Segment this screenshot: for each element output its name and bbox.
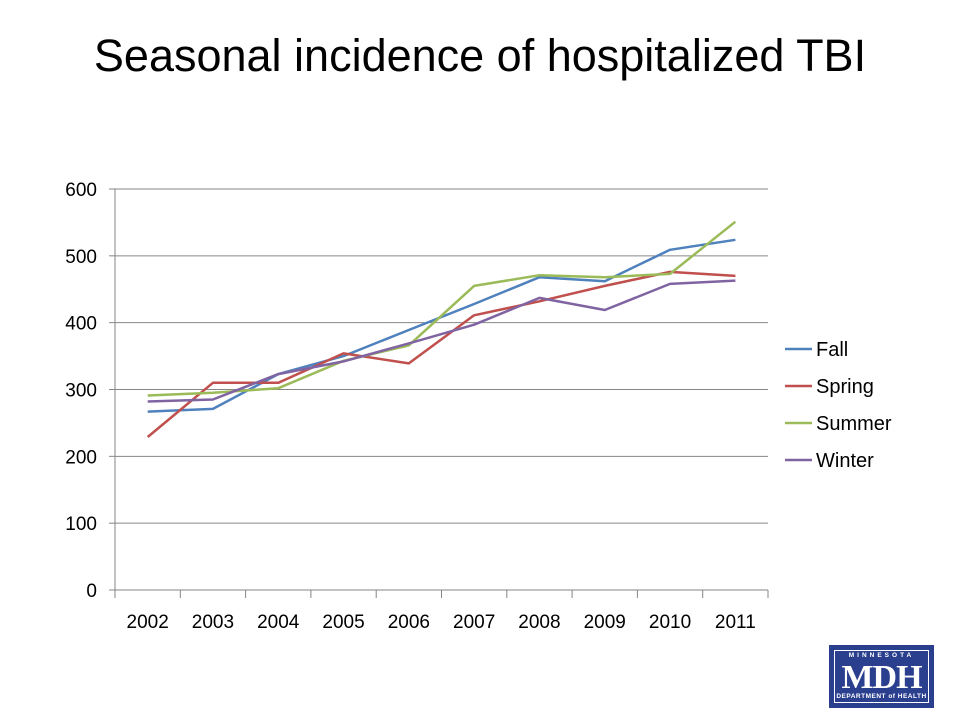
y-tick-label: 500 xyxy=(65,247,97,268)
x-tick-label: 2007 xyxy=(453,612,495,633)
y-axis-tick-labels: 0 100 200 300 400 500 600 xyxy=(65,180,97,602)
legend-label-winter: Winter xyxy=(816,450,874,472)
series-line-winter xyxy=(147,279,736,403)
x-tick-label: 2005 xyxy=(322,612,364,633)
x-tick-label: 2008 xyxy=(518,612,560,633)
x-tick-label: 2011 xyxy=(715,612,756,633)
y-tick-label: 0 xyxy=(86,581,97,602)
legend-label-fall: Fall xyxy=(816,339,848,361)
slide-title: Seasonal incidence of hospitalized TBI xyxy=(93,30,867,81)
x-tick-label: 2002 xyxy=(127,612,169,633)
mdh-logo: MINNESOTA MDH DEPARTMENT of HEALTH xyxy=(829,645,934,708)
y-tick-label: 600 xyxy=(65,180,97,201)
y-tick-label: 200 xyxy=(65,447,97,468)
series-line-spring xyxy=(146,270,736,438)
x-tick-label: 2003 xyxy=(192,612,234,633)
logo-frame: MINNESOTA MDH DEPARTMENT of HEALTH xyxy=(834,650,929,703)
logo-bottom-text: DEPARTMENT of HEALTH xyxy=(836,693,927,700)
legend: Fall Spring Summer Winter xyxy=(785,339,892,472)
y-tick-label: 300 xyxy=(65,381,97,402)
x-axis-tick-labels: 2002 2003 2004 2005 2006 2007 2008 2009 2010 2011 xyxy=(127,612,756,633)
x-tick-label: 2004 xyxy=(257,612,300,633)
series-line-summer xyxy=(147,220,737,397)
series-line-fall xyxy=(147,238,736,413)
axes xyxy=(109,188,769,598)
legend-label-summer: Summer xyxy=(816,413,892,435)
logo-top-text: MINNESOTA xyxy=(848,652,915,659)
series-lines xyxy=(146,220,737,438)
x-tick-label: 2009 xyxy=(584,612,626,633)
legend-label-spring: Spring xyxy=(816,376,874,398)
y-tick-label: 100 xyxy=(65,514,97,535)
x-tick-label: 2006 xyxy=(388,612,430,633)
x-tick-label: 2010 xyxy=(649,612,691,633)
y-tick-label: 400 xyxy=(65,314,97,335)
logo-main-text: MDH xyxy=(841,659,922,696)
gridlines xyxy=(115,188,768,524)
